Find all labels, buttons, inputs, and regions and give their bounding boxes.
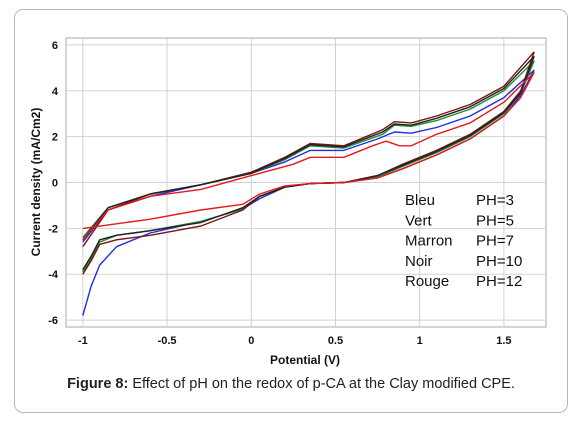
legend-name: Bleu bbox=[405, 192, 435, 209]
legend-label: PH=12 bbox=[476, 273, 522, 290]
x-tick-label: -1 bbox=[78, 335, 88, 347]
legend-name: Vert bbox=[405, 212, 433, 229]
x-ticks: -1 -0.5 0 0.5 1 1.5 bbox=[78, 335, 512, 347]
caption-label: Figure 8: bbox=[67, 376, 129, 392]
legend-name: Rouge bbox=[405, 273, 449, 290]
figure-caption: Figure 8: Effect of pH on the redox of p… bbox=[0, 376, 582, 392]
legend-name: Noir bbox=[405, 253, 433, 270]
series-layer bbox=[82, 51, 535, 316]
series-line-bleu-reverse bbox=[82, 69, 535, 243]
y-tick-label: 6 bbox=[52, 40, 58, 52]
legend-label: PH=3 bbox=[476, 192, 514, 209]
y-ticks: -6 -4 -2 0 2 4 6 bbox=[48, 40, 59, 327]
x-tick-label: 1.5 bbox=[496, 335, 511, 347]
y-tick-label: 4 bbox=[52, 86, 59, 98]
y-tick-label: 2 bbox=[52, 132, 58, 144]
x-tick-label: 0 bbox=[248, 335, 254, 347]
y-tick-label: -6 bbox=[48, 315, 58, 327]
y-axis-label: Current density (mA/Cm2) bbox=[29, 108, 43, 257]
x-tick-label: 0.5 bbox=[328, 335, 343, 347]
x-axis-label: Potential (V) bbox=[270, 353, 340, 367]
y-tick-label: -2 bbox=[48, 223, 58, 235]
series-line-rouge-reverse bbox=[82, 71, 535, 241]
y-tick-label: 0 bbox=[52, 178, 58, 190]
x-tick-label: -0.5 bbox=[158, 335, 177, 347]
legend-label: PH=5 bbox=[476, 212, 514, 229]
x-tick-label: 1 bbox=[417, 335, 423, 347]
legend: Bleu PH=3 Vert PH=5 Marron PH=7 Noir PH=10 Rouge… bbox=[405, 192, 522, 290]
legend-name: Marron bbox=[405, 233, 453, 250]
legend-label: PH=7 bbox=[476, 233, 514, 250]
legend-label: PH=10 bbox=[476, 253, 522, 270]
series-line-rouge-forward bbox=[82, 72, 535, 230]
y-tick-label: -4 bbox=[48, 269, 59, 281]
caption-text: Effect of pH on the redox of p-CA at the… bbox=[128, 376, 515, 392]
series-line-noir-reverse bbox=[82, 55, 535, 241]
